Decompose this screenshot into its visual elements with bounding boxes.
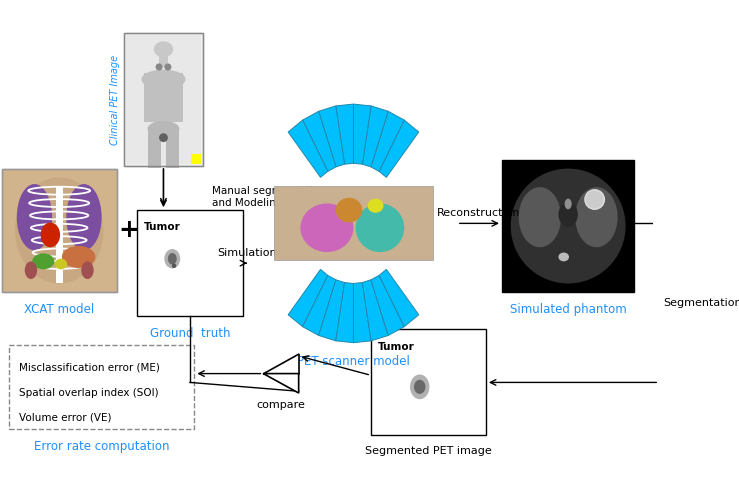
Text: Segmentation: Segmentation xyxy=(664,298,739,308)
Bar xyxy=(371,329,486,435)
Polygon shape xyxy=(362,280,388,341)
Ellipse shape xyxy=(355,204,404,252)
Ellipse shape xyxy=(410,374,429,399)
Ellipse shape xyxy=(144,75,183,89)
Text: Clinical PET Image: Clinical PET Image xyxy=(110,55,120,145)
Text: Simulation: Simulation xyxy=(217,248,277,258)
Polygon shape xyxy=(353,104,371,164)
Polygon shape xyxy=(288,120,328,177)
Bar xyxy=(123,33,203,166)
Text: +: + xyxy=(118,219,140,243)
Text: Tumor: Tumor xyxy=(144,223,181,233)
Ellipse shape xyxy=(55,259,67,269)
Ellipse shape xyxy=(168,253,177,264)
Ellipse shape xyxy=(141,70,185,89)
Ellipse shape xyxy=(148,121,180,137)
Polygon shape xyxy=(319,106,344,167)
Ellipse shape xyxy=(519,187,561,247)
Ellipse shape xyxy=(565,199,572,209)
Polygon shape xyxy=(371,275,404,336)
Text: Ground  truth: Ground truth xyxy=(150,327,231,340)
Polygon shape xyxy=(336,104,353,164)
Polygon shape xyxy=(379,120,419,177)
Text: Spatial overlap index (SOI): Spatial overlap index (SOI) xyxy=(19,388,159,398)
Ellipse shape xyxy=(367,199,384,213)
Ellipse shape xyxy=(159,133,168,142)
Polygon shape xyxy=(371,111,404,171)
Ellipse shape xyxy=(62,246,95,268)
Text: Simulated phantom: Simulated phantom xyxy=(510,303,627,316)
Polygon shape xyxy=(336,282,353,343)
Text: Reconstruction: Reconstruction xyxy=(437,208,520,218)
Text: Manual segmentation
and Modeling: Manual segmentation and Modeling xyxy=(212,186,325,208)
Ellipse shape xyxy=(511,169,626,283)
Ellipse shape xyxy=(585,190,605,209)
Text: Volume error (VE): Volume error (VE) xyxy=(19,412,112,422)
Bar xyxy=(123,33,203,166)
Bar xyxy=(1,169,117,292)
Text: Misclassification error (ME): Misclassification error (ME) xyxy=(19,363,160,373)
Polygon shape xyxy=(263,354,299,374)
Bar xyxy=(159,55,168,67)
Ellipse shape xyxy=(164,63,171,71)
Text: XCAT model: XCAT model xyxy=(24,303,95,316)
Text: PET scanner model: PET scanner model xyxy=(297,355,410,368)
Ellipse shape xyxy=(17,184,52,250)
Bar xyxy=(148,128,161,168)
Ellipse shape xyxy=(15,177,103,283)
Polygon shape xyxy=(319,280,344,341)
Ellipse shape xyxy=(154,41,173,57)
Text: Segmented PET image: Segmented PET image xyxy=(365,446,492,456)
Ellipse shape xyxy=(559,202,578,227)
Ellipse shape xyxy=(33,253,55,269)
Ellipse shape xyxy=(414,380,426,394)
Polygon shape xyxy=(303,111,336,171)
Ellipse shape xyxy=(155,63,163,71)
Bar xyxy=(126,35,202,164)
Bar xyxy=(9,345,194,429)
Ellipse shape xyxy=(301,204,353,252)
Bar xyxy=(502,160,634,292)
Bar xyxy=(191,153,202,164)
Bar xyxy=(144,73,183,122)
Polygon shape xyxy=(288,269,328,327)
Ellipse shape xyxy=(172,263,177,268)
Ellipse shape xyxy=(336,198,362,223)
Text: Error rate computation: Error rate computation xyxy=(34,440,169,453)
Bar xyxy=(166,128,180,168)
Polygon shape xyxy=(379,269,419,327)
Polygon shape xyxy=(362,106,388,167)
Bar xyxy=(55,186,63,283)
Ellipse shape xyxy=(164,249,180,268)
Text: compare: compare xyxy=(256,400,305,410)
Polygon shape xyxy=(263,374,299,393)
Ellipse shape xyxy=(559,252,569,261)
Ellipse shape xyxy=(81,261,94,279)
Bar xyxy=(137,210,243,316)
Ellipse shape xyxy=(24,261,37,279)
Bar xyxy=(274,186,433,260)
Polygon shape xyxy=(353,282,371,343)
Polygon shape xyxy=(303,275,336,336)
Ellipse shape xyxy=(41,223,60,247)
Text: Tumor: Tumor xyxy=(378,342,415,352)
Ellipse shape xyxy=(67,184,102,250)
Ellipse shape xyxy=(575,187,618,247)
Bar xyxy=(1,169,117,292)
